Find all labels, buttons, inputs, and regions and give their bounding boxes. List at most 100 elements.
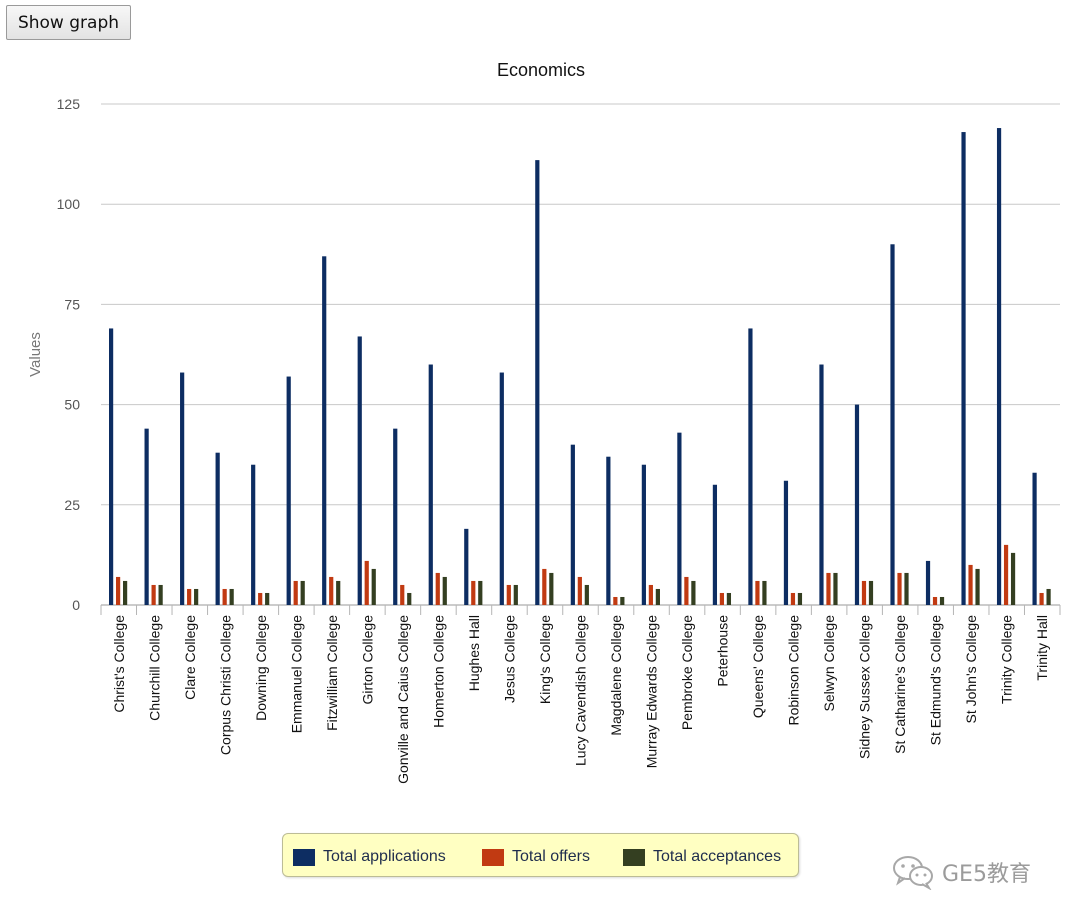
bar-total-applications — [428, 364, 433, 605]
chart-legend: Total applications Total offers Total ac… — [282, 833, 799, 877]
bar-total-acceptances — [726, 592, 732, 605]
bar-total-acceptances — [584, 584, 589, 605]
bar-total-offers — [897, 572, 902, 605]
x-tick-label: King's College — [537, 615, 553, 704]
bar-total-offers — [932, 596, 938, 605]
legend-swatch-applications — [293, 848, 315, 866]
legend-item-applications: Total applications — [293, 847, 446, 867]
bar-total-applications — [996, 128, 1002, 605]
x-tick-label: Murray Edwards College — [644, 615, 660, 768]
bar-chart: Economics Values 0 25 50 75 100 125 Christ's Col… — [27, 60, 1061, 784]
bar-total-acceptances — [655, 588, 660, 605]
bar-total-acceptances — [549, 572, 554, 605]
bar-total-applications — [215, 452, 220, 605]
x-tick-label: Girton College — [359, 615, 375, 705]
bar-total-offers — [790, 592, 796, 605]
bar-total-offers — [329, 576, 334, 605]
bar-total-acceptances — [762, 580, 767, 605]
y-axis-label: Values — [27, 332, 44, 377]
bar-total-applications — [180, 372, 185, 605]
bar-total-acceptances — [442, 576, 447, 605]
y-tick-label: 0 — [72, 597, 80, 613]
x-tick-label: Corpus Christi College — [217, 615, 233, 755]
bar-total-applications — [357, 336, 362, 605]
y-tick-label: 75 — [64, 296, 80, 312]
y-tick-label: 50 — [64, 397, 80, 413]
x-tick-label: Gonville and Caius College — [395, 615, 411, 784]
show-graph-button[interactable]: Show graph — [6, 5, 131, 40]
legend-label-applications: Total applications — [323, 848, 446, 865]
x-tick-label: Selwyn College — [821, 615, 837, 712]
bar-total-offers — [400, 584, 405, 605]
legend-label-offers: Total offers — [512, 848, 590, 865]
bar-total-acceptances — [797, 592, 803, 605]
bar-total-acceptances — [1046, 588, 1051, 605]
x-tick-label: Peterhouse — [715, 615, 731, 687]
bar-total-offers — [755, 580, 760, 605]
bar-total-offers — [613, 596, 618, 605]
bar-total-acceptances — [336, 580, 341, 605]
bar-total-applications — [499, 372, 504, 605]
bar-total-applications — [712, 484, 718, 605]
bar-total-offers — [719, 592, 725, 605]
bar-total-offers — [258, 592, 263, 605]
bar-total-applications — [925, 560, 931, 605]
bar-total-offers — [116, 576, 121, 605]
bar-total-offers — [471, 580, 476, 605]
bar-total-offers — [151, 584, 156, 605]
bar-total-applications — [641, 464, 646, 605]
bar-total-applications — [464, 528, 469, 605]
bar-total-offers — [577, 576, 582, 605]
bar-total-acceptances — [300, 580, 305, 605]
x-tick-label: Robinson College — [786, 615, 802, 726]
x-tick-label: Downing College — [253, 615, 269, 721]
bar-total-acceptances — [904, 572, 909, 605]
x-tick-label: Fitzwilliam College — [324, 615, 340, 731]
bar-total-applications — [322, 256, 327, 605]
x-tick-label: Trinity Hall — [1034, 615, 1050, 681]
bar-total-applications — [606, 456, 611, 605]
bar-total-applications — [677, 432, 682, 605]
bar-total-applications — [251, 464, 256, 605]
bar-total-offers — [435, 572, 440, 605]
bar-total-acceptances — [939, 596, 945, 605]
x-tick-label: Emmanuel College — [288, 615, 304, 733]
bar-total-offers — [861, 580, 867, 605]
x-tick-label: Magdalene College — [608, 615, 624, 736]
bar-total-acceptances — [975, 568, 980, 605]
bar-total-acceptances — [229, 588, 234, 605]
bar-total-offers — [364, 560, 369, 605]
x-tick-label: Homerton College — [430, 615, 446, 728]
legend-item-acceptances: Total acceptances — [623, 847, 781, 867]
bar-total-applications — [570, 444, 575, 605]
bar-total-acceptances — [478, 580, 483, 605]
bar-total-offers — [968, 564, 973, 605]
bar-total-applications — [144, 428, 149, 605]
legend-swatch-offers — [482, 848, 504, 866]
y-tick-label: 125 — [57, 96, 81, 112]
bar-total-applications — [393, 428, 398, 605]
bar-total-applications — [819, 364, 824, 605]
x-tick-label: Queens' College — [750, 615, 766, 718]
bar-total-applications — [535, 160, 540, 605]
watermark: GE5教育 — [892, 852, 1031, 892]
y-tick-label: 25 — [64, 497, 80, 513]
x-tick-label: Sidney Sussex College — [857, 615, 873, 759]
bar-total-applications — [890, 244, 895, 605]
bar-total-applications — [783, 480, 789, 605]
bar-total-acceptances — [265, 592, 270, 605]
watermark-text: GE5教育 — [942, 862, 1031, 887]
x-tick-label: Christ's College — [111, 615, 127, 713]
x-tick-label: Churchill College — [146, 615, 162, 721]
bar-total-offers — [542, 568, 547, 605]
wechat-icon — [893, 856, 933, 890]
bar-total-offers — [826, 572, 831, 605]
bar-total-acceptances — [1010, 552, 1016, 605]
x-tick-label: St Edmund's College — [928, 615, 944, 746]
y-tick-label: 100 — [57, 196, 81, 212]
bar-total-offers — [684, 576, 689, 605]
bar-total-offers — [293, 580, 298, 605]
bar-total-offers — [506, 584, 511, 605]
x-tick-label: St Catharine's College — [892, 615, 908, 754]
bar-total-acceptances — [407, 592, 412, 605]
